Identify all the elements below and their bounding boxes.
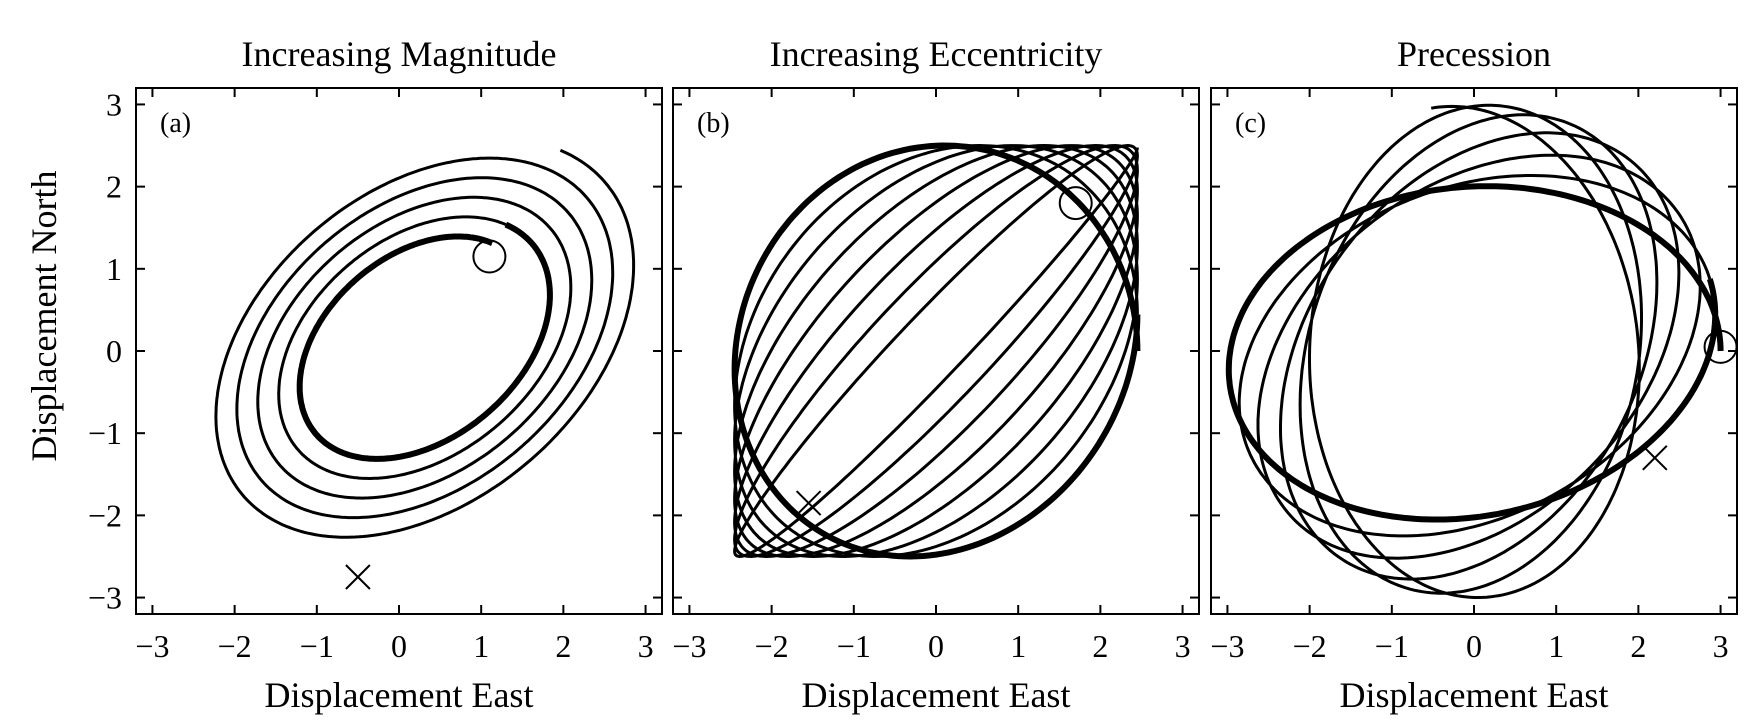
x-tick-label: −3 bbox=[672, 628, 706, 664]
panel-a-label: (a) bbox=[160, 108, 191, 139]
y-tick-label: −3 bbox=[88, 580, 122, 616]
x-tick-label: 0 bbox=[391, 628, 407, 664]
x-tick-label: 3 bbox=[1713, 628, 1729, 664]
panel-c-label: (c) bbox=[1235, 108, 1266, 139]
y-tick-label: 0 bbox=[106, 333, 122, 369]
first-cycle-line bbox=[731, 142, 1141, 560]
x-tick-label: −1 bbox=[300, 628, 334, 664]
panel-b-ticks: −3 −2 −1 0 1 2 3 bbox=[672, 88, 1199, 664]
panel-a-frame bbox=[135, 87, 663, 615]
panel-b-label: (b) bbox=[697, 108, 730, 139]
panel-c-markers bbox=[1642, 329, 1738, 471]
x-tick-label: −1 bbox=[837, 628, 871, 664]
panel-a-title: Increasing Magnitude bbox=[242, 34, 557, 74]
panel-a-markers bbox=[345, 239, 507, 590]
y-tick-label: 2 bbox=[106, 169, 122, 205]
panel-c: Precession (c) −3 −2 −1 0 1 2 3 Displacement E… bbox=[1210, 34, 1738, 715]
x-tick-label: 3 bbox=[638, 628, 654, 664]
y-tick-label: −2 bbox=[88, 497, 122, 533]
y-tick-label: 3 bbox=[106, 86, 122, 122]
x-tick-label: −2 bbox=[755, 628, 789, 664]
start-marker bbox=[472, 239, 507, 274]
x-tick-label: 1 bbox=[1548, 628, 1564, 664]
x-tick-label: −3 bbox=[135, 628, 169, 664]
y-tick-label: −1 bbox=[88, 415, 122, 451]
x-tick-label: 1 bbox=[473, 628, 489, 664]
x-tick-label: 0 bbox=[1466, 628, 1482, 664]
trajectory-line bbox=[733, 143, 1139, 559]
x-tick-label: 3 bbox=[1175, 628, 1191, 664]
panel-b-curves bbox=[731, 142, 1141, 560]
end-marker-stroke-2 bbox=[1642, 445, 1668, 471]
end-marker-stroke-2 bbox=[795, 490, 822, 516]
x-tick-label: 2 bbox=[1092, 628, 1108, 664]
panel-c-title: Precession bbox=[1397, 34, 1551, 74]
x-tick-label: 0 bbox=[928, 628, 944, 664]
y-axis-label: Displacement North bbox=[24, 171, 64, 462]
start-marker bbox=[1058, 186, 1093, 221]
first-cycle-line bbox=[296, 221, 553, 462]
x-tick-label: −2 bbox=[218, 628, 252, 664]
end-marker-stroke-2 bbox=[345, 564, 371, 590]
x-tick-label: −3 bbox=[1210, 628, 1244, 664]
first-cycle-line bbox=[1225, 183, 1724, 523]
x-tick-label: 1 bbox=[1010, 628, 1026, 664]
panel-b-title: Increasing Eccentricity bbox=[770, 34, 1103, 74]
panel-c-x-axis-label: Displacement East bbox=[1340, 675, 1609, 715]
panel-a-ticks: −3 −2 −1 0 1 2 3 3 2 1 0 −1 −2 −3 bbox=[88, 86, 662, 664]
panel-a-curves bbox=[214, 148, 636, 539]
start-marker bbox=[1703, 329, 1738, 364]
panel-a-x-axis-label: Displacement East bbox=[265, 675, 534, 715]
x-tick-label: −2 bbox=[1293, 628, 1327, 664]
panel-b-x-axis-label: Displacement East bbox=[802, 675, 1071, 715]
panel-a: Increasing Magnitude (a) −3 −2 −1 0 1 2 33210−… bbox=[88, 34, 663, 715]
x-tick-label: 2 bbox=[1630, 628, 1646, 664]
x-tick-label: 2 bbox=[555, 628, 571, 664]
panel-b-markers bbox=[795, 186, 1093, 516]
trajectory-line bbox=[1237, 103, 1712, 599]
panel-b: Increasing Eccentricity (b) −3 −2 −1 0 1 2 3 D… bbox=[672, 34, 1200, 715]
panel-c-curves bbox=[1225, 103, 1724, 599]
y-tick-label: 1 bbox=[106, 251, 122, 287]
trajectory-line bbox=[214, 148, 636, 539]
panel-c-ticks: −3 −2 −1 0 1 2 3 bbox=[1210, 88, 1737, 664]
x-tick-label: −1 bbox=[1375, 628, 1409, 664]
